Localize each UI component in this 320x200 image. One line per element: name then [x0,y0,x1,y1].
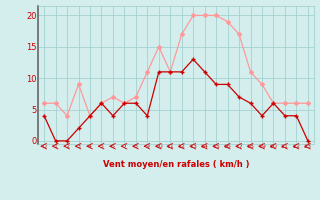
X-axis label: Vent moyen/en rafales ( km/h ): Vent moyen/en rafales ( km/h ) [103,160,249,169]
